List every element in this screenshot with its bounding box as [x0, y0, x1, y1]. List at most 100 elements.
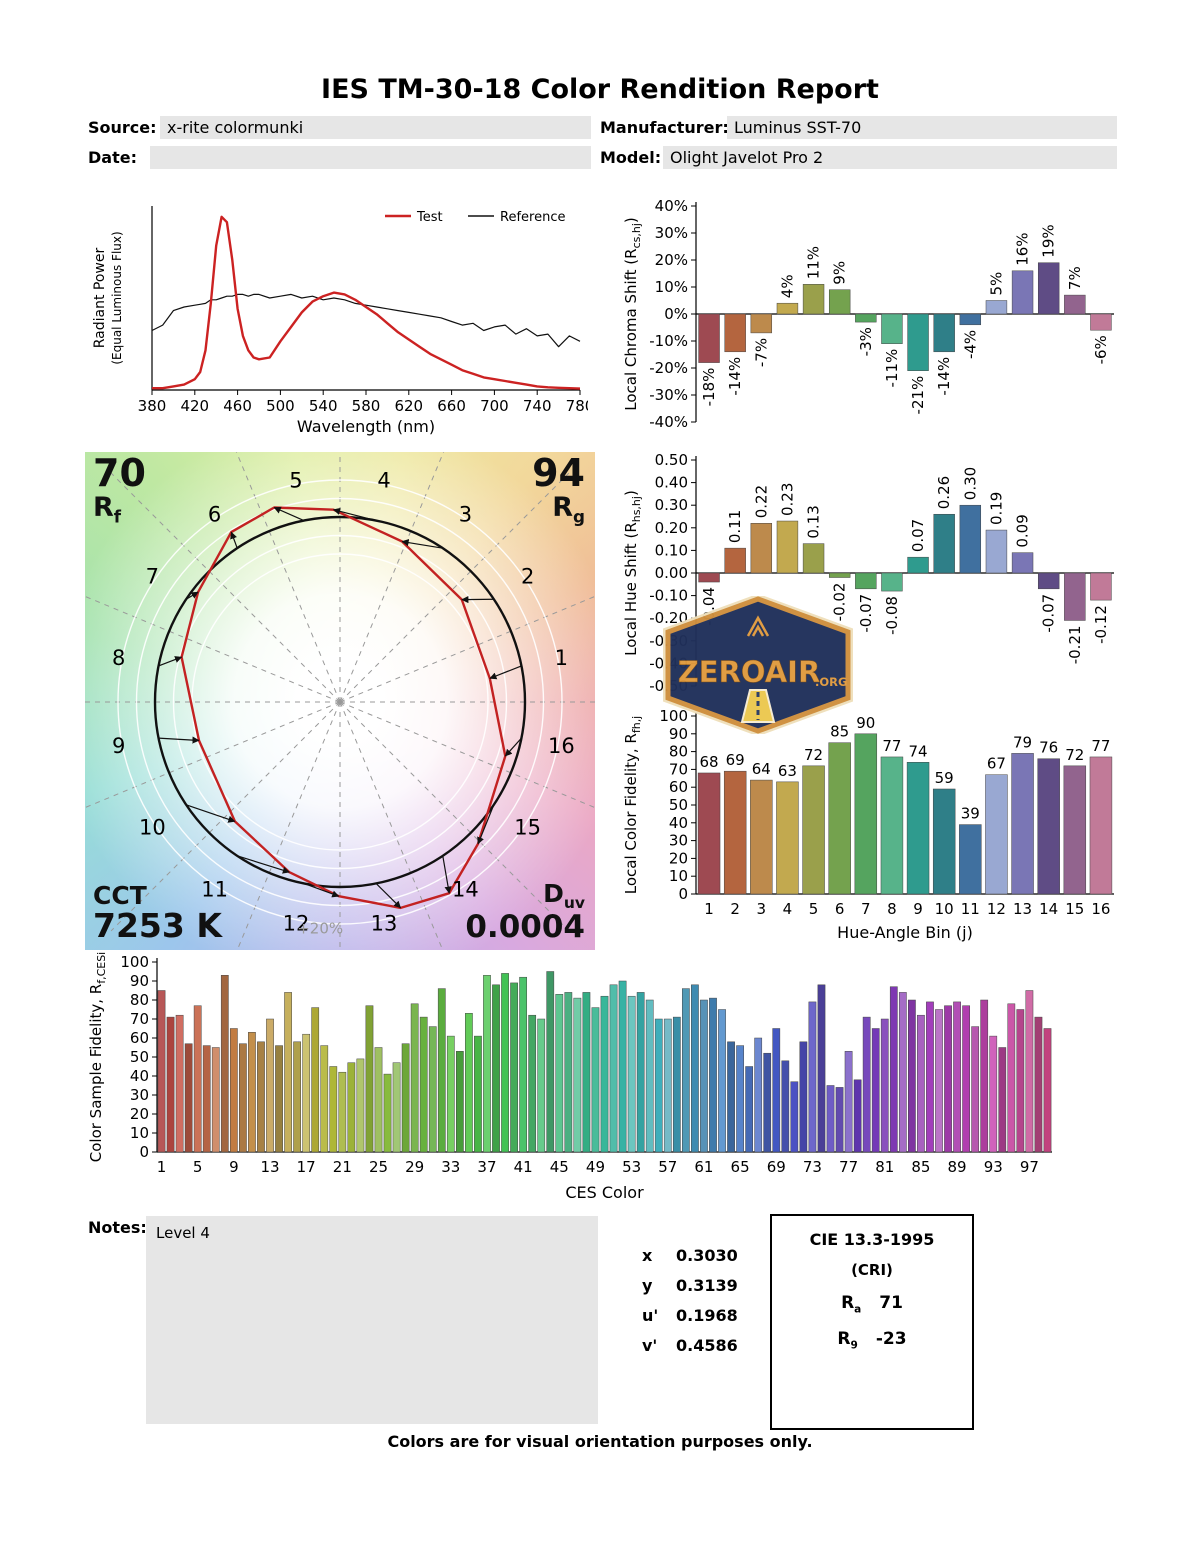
- bar-63: [718, 1009, 726, 1153]
- bar-60: [691, 984, 699, 1153]
- svg-text:5: 5: [809, 900, 819, 918]
- svg-text:15: 15: [1065, 900, 1084, 918]
- bar-10: [239, 1043, 247, 1153]
- manufacturer-value: Luminus SST-70: [727, 116, 1117, 139]
- bar-65: [736, 1045, 744, 1153]
- svg-text:67: 67: [987, 755, 1006, 773]
- chromaticity-v: v' 0.4586: [642, 1336, 738, 1355]
- bar-10: [933, 313, 955, 353]
- bar-3: [175, 1014, 184, 1153]
- bar-93: [989, 1035, 998, 1153]
- svg-text:61: 61: [694, 1158, 713, 1176]
- svg-text:660: 660: [437, 397, 466, 415]
- svg-text:29: 29: [405, 1158, 424, 1176]
- spd-line-test: [152, 215, 581, 390]
- bar-1: [157, 990, 166, 1153]
- hue-bin-number-15: 15: [514, 815, 541, 839]
- svg-text:Color Sample Fidelity, Rf,CESi: Color Sample Fidelity, Rf,CESi: [87, 952, 108, 1162]
- bar-16: [293, 1041, 301, 1153]
- svg-text:64: 64: [752, 760, 771, 778]
- svg-text:0.00: 0.00: [655, 564, 688, 582]
- chromaticity-x: x 0.3030: [642, 1246, 738, 1265]
- bar-9: [906, 762, 930, 895]
- bar-55: [645, 999, 654, 1153]
- svg-text:0.22: 0.22: [752, 485, 770, 518]
- rf-symbol: Rf: [93, 491, 122, 527]
- bar-13: [1011, 552, 1034, 574]
- bar-77: [844, 1051, 853, 1153]
- date-label: Date:: [88, 148, 137, 167]
- bar-99: [1043, 1028, 1052, 1153]
- svg-text:-3%: -3%: [857, 327, 875, 356]
- bar-2: [723, 770, 747, 895]
- svg-text:460: 460: [223, 397, 252, 415]
- svg-text:-18%: -18%: [700, 368, 718, 407]
- bar-15: [1064, 294, 1086, 315]
- bar-5: [802, 284, 825, 315]
- svg-text:20: 20: [130, 1105, 149, 1123]
- bar-6: [202, 1045, 211, 1153]
- svg-text:10: 10: [130, 1124, 149, 1142]
- bar-78: [853, 1079, 862, 1153]
- bar-2: [724, 313, 746, 353]
- svg-text:13: 13: [260, 1158, 279, 1176]
- svg-text:740: 740: [523, 397, 552, 415]
- svg-text:-11%: -11%: [883, 349, 901, 388]
- r9-row: R9 -23: [837, 1329, 907, 1352]
- svg-text:420: 420: [180, 397, 209, 415]
- svg-text:59: 59: [935, 769, 954, 787]
- bar-49: [591, 1007, 600, 1153]
- svg-text:33: 33: [441, 1158, 460, 1176]
- bar-10: [933, 513, 955, 574]
- svg-text:89: 89: [948, 1158, 967, 1176]
- svg-text:-6%: -6%: [1092, 335, 1110, 364]
- svg-text:40: 40: [130, 1067, 149, 1085]
- bar-57: [663, 1018, 672, 1153]
- local-chroma-shift-chart: -40% -30% -20% -10% 0% 10% 20% 30% 40% -18% -14% -7…: [620, 194, 1122, 434]
- svg-text:-14%: -14%: [726, 357, 744, 396]
- bar-30: [419, 1016, 428, 1153]
- bar-9: [907, 313, 929, 371]
- svg-text:85: 85: [830, 723, 849, 741]
- hue-bin-number-9: 9: [112, 734, 125, 758]
- svg-text:70: 70: [669, 760, 688, 778]
- watermark-text: ZEROAIR: [678, 655, 821, 689]
- svg-text:-0.02: -0.02: [831, 583, 849, 622]
- svg-text:700: 700: [480, 397, 509, 415]
- svg-text:16%: 16%: [1014, 232, 1032, 265]
- svg-text:-4%: -4%: [961, 330, 979, 359]
- watermark-suffix: .ORG: [815, 675, 847, 689]
- svg-text:45: 45: [550, 1158, 569, 1176]
- test-polygon: [180, 506, 507, 910]
- bar-2: [166, 1016, 175, 1153]
- hue-bin-number-13: 13: [371, 911, 398, 935]
- bar-28: [401, 1043, 410, 1153]
- svg-text:-7%: -7%: [752, 338, 770, 367]
- bar-85: [917, 1014, 925, 1153]
- svg-text:68: 68: [700, 753, 719, 771]
- bar-40: [510, 982, 518, 1153]
- bar-16: [1090, 313, 1112, 331]
- svg-text:Local Chroma Shift (Rcs,hj): Local Chroma Shift (Rcs,hj): [622, 217, 643, 411]
- svg-text:19%: 19%: [1040, 224, 1058, 257]
- bar-68: [763, 1052, 772, 1153]
- bar-95: [1007, 1003, 1016, 1153]
- bar-47: [573, 997, 582, 1153]
- svg-text:0.07: 0.07: [909, 519, 927, 552]
- svg-text:72: 72: [1065, 746, 1084, 764]
- bar-59: [681, 988, 690, 1153]
- bar-7: [855, 572, 877, 590]
- bar-54: [636, 992, 645, 1153]
- bar-66: [745, 1066, 754, 1153]
- zeroair-watermark: ZEROAIR .ORG: [652, 593, 864, 737]
- cct-block: CCT 7253 K: [93, 882, 222, 944]
- bar-75: [826, 1085, 835, 1153]
- bar-7: [211, 1047, 220, 1153]
- svg-text:Local Color Fidelity, Rfh,j: Local Color Fidelity, Rfh,j: [622, 716, 643, 895]
- svg-text:16: 16: [1091, 900, 1110, 918]
- bar-89: [953, 1001, 961, 1153]
- svg-text:14: 14: [1039, 900, 1058, 918]
- svg-text:69: 69: [767, 1158, 786, 1176]
- bar-1: [698, 572, 720, 583]
